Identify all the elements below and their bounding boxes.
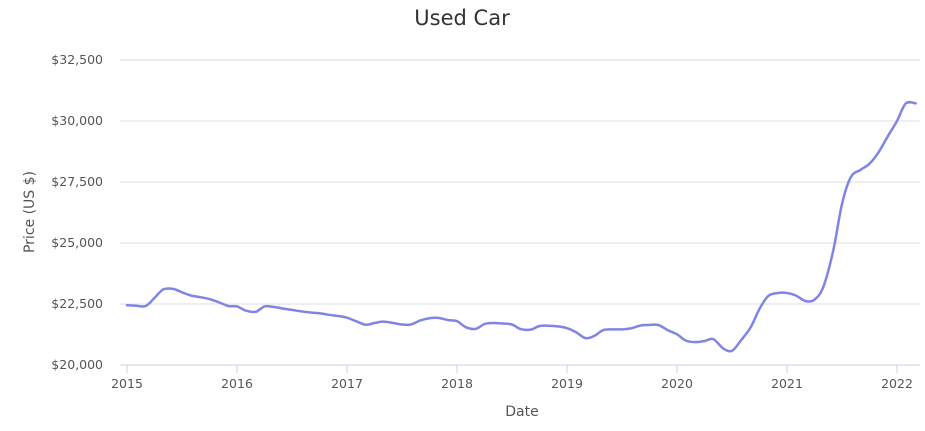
x-tick-label: 2020 <box>661 376 693 391</box>
x-tick-label: 2022 <box>881 376 913 391</box>
x-tick-label: 2019 <box>551 376 583 391</box>
x-tick-label: 2015 <box>111 376 143 391</box>
y-axis-title: Price (US $) <box>22 171 38 253</box>
x-tick-label: 2018 <box>441 376 473 391</box>
y-axis: $20,000 $22,500 $25,000 $27,500 $30,000 $32,5… <box>51 52 103 372</box>
y-tick-label: $27,500 <box>51 174 103 189</box>
y-tick-label: $20,000 <box>51 357 103 372</box>
x-tick-label: 2017 <box>331 376 363 391</box>
chart-title: Used Car <box>414 6 510 30</box>
y-tick-label: $30,000 <box>51 113 103 128</box>
x-tick-label: 2021 <box>771 376 803 391</box>
x-axis: 2015 2016 2017 2018 2019 2020 2021 2022 <box>111 364 920 391</box>
series-line[interactable] <box>125 100 917 353</box>
x-axis-title: Date <box>505 404 538 420</box>
series-layer <box>125 100 917 353</box>
x-tick-label: 2016 <box>221 376 253 391</box>
y-tick-label: $25,000 <box>51 235 103 250</box>
y-tick-label: $32,500 <box>51 52 103 67</box>
y-tick-label: $22,500 <box>51 296 103 311</box>
grid-lines <box>120 59 920 305</box>
